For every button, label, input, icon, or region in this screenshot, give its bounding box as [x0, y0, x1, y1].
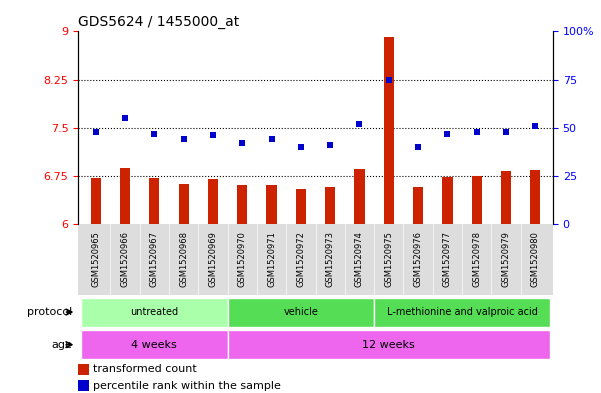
FancyBboxPatch shape — [228, 330, 550, 359]
Point — [501, 129, 511, 135]
FancyBboxPatch shape — [374, 298, 550, 327]
Point — [150, 130, 159, 137]
Text: GSM1520977: GSM1520977 — [443, 231, 452, 287]
Text: GDS5624 / 1455000_at: GDS5624 / 1455000_at — [78, 15, 239, 29]
Bar — [472, 176, 482, 224]
Text: GSM1520978: GSM1520978 — [472, 231, 481, 287]
Point — [296, 144, 306, 150]
Text: GSM1520979: GSM1520979 — [501, 231, 510, 287]
Text: transformed count: transformed count — [93, 364, 197, 375]
Point — [413, 144, 423, 150]
Point — [442, 130, 452, 137]
Point — [325, 142, 335, 148]
Point — [472, 129, 481, 135]
FancyBboxPatch shape — [228, 298, 374, 327]
Text: GSM1520969: GSM1520969 — [209, 231, 218, 287]
Text: GSM1520973: GSM1520973 — [326, 231, 335, 287]
Point — [179, 136, 189, 142]
Text: GSM1520965: GSM1520965 — [91, 231, 100, 287]
Point — [355, 121, 364, 127]
Text: vehicle: vehicle — [284, 307, 319, 317]
Text: protocol: protocol — [27, 307, 72, 317]
Bar — [178, 184, 189, 224]
Text: percentile rank within the sample: percentile rank within the sample — [93, 380, 281, 391]
Bar — [501, 171, 511, 224]
Bar — [530, 170, 540, 224]
Point — [237, 140, 247, 146]
Text: untreated: untreated — [130, 307, 178, 317]
Text: GSM1520976: GSM1520976 — [413, 231, 423, 287]
Text: GSM1520980: GSM1520980 — [531, 231, 540, 287]
Point — [267, 136, 276, 142]
Text: age: age — [51, 340, 72, 350]
Point — [384, 76, 394, 83]
Point — [120, 115, 130, 121]
Bar — [442, 177, 453, 224]
Point — [91, 129, 100, 135]
Text: GSM1520975: GSM1520975 — [384, 231, 393, 287]
Text: GSM1520968: GSM1520968 — [179, 231, 188, 287]
Bar — [296, 189, 306, 224]
Bar — [78, 364, 89, 375]
Text: GSM1520966: GSM1520966 — [121, 231, 130, 287]
Bar — [237, 185, 248, 224]
Text: 4 weeks: 4 weeks — [132, 340, 177, 350]
Text: GSM1520970: GSM1520970 — [238, 231, 247, 287]
Bar — [120, 167, 130, 224]
Bar — [325, 187, 335, 224]
Bar — [208, 179, 218, 224]
Text: GSM1520971: GSM1520971 — [267, 231, 276, 287]
Point — [531, 123, 540, 129]
Bar — [355, 169, 365, 224]
Text: GSM1520974: GSM1520974 — [355, 231, 364, 287]
FancyBboxPatch shape — [81, 298, 228, 327]
Text: L-methionine and valproic acid: L-methionine and valproic acid — [386, 307, 537, 317]
Bar — [383, 37, 394, 224]
Bar — [91, 178, 101, 224]
Text: 12 weeks: 12 weeks — [362, 340, 415, 350]
Text: GSM1520967: GSM1520967 — [150, 231, 159, 287]
Point — [208, 132, 218, 139]
Text: GSM1520972: GSM1520972 — [296, 231, 305, 287]
FancyBboxPatch shape — [81, 330, 228, 359]
Bar — [78, 380, 89, 391]
Bar — [266, 185, 276, 224]
Bar — [413, 187, 423, 224]
Bar — [149, 178, 159, 224]
